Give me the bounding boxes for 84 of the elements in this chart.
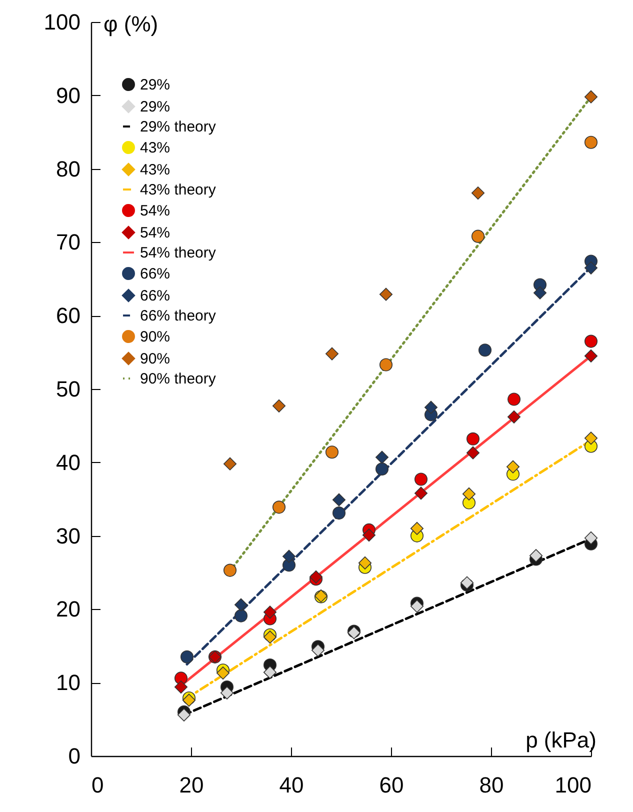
point: [234, 598, 248, 612]
point: [410, 522, 424, 535]
point: [584, 261, 598, 274]
point: [379, 358, 393, 372]
x-tick-label: 40: [279, 772, 304, 798]
point: [379, 288, 393, 301]
legend-label: 54%: [140, 202, 170, 220]
point: [506, 460, 520, 474]
x-tick-label: 60: [379, 772, 404, 798]
point: [424, 400, 438, 414]
point: [362, 528, 376, 542]
y-tick-label: 0: [68, 744, 80, 768]
point: [466, 446, 480, 460]
y-tick-label: 50: [56, 376, 80, 402]
point: [478, 344, 492, 357]
point: [177, 708, 191, 722]
legend-label: 43%: [140, 162, 170, 178]
point: [584, 136, 598, 149]
point: [272, 500, 286, 514]
legend-label: 90% theory: [140, 370, 216, 388]
point: [584, 349, 598, 362]
point: [332, 506, 346, 520]
point: [311, 644, 325, 657]
point: [507, 392, 521, 406]
x-tick-label: 20: [179, 772, 204, 798]
point: [507, 410, 521, 424]
legend-label: 29%: [140, 76, 170, 94]
point: [220, 686, 234, 700]
point: [375, 462, 389, 476]
legend-label: 54% theory: [140, 244, 216, 262]
legend-label: 29% theory: [140, 118, 216, 136]
point: [272, 399, 286, 412]
point: [410, 600, 424, 613]
y-tick-label: 70: [56, 230, 80, 255]
point: [584, 90, 598, 104]
point: [174, 680, 188, 694]
point: [529, 549, 543, 562]
point: [325, 446, 339, 459]
y-tick-label: 100: [44, 10, 80, 34]
y-tick-label: 60: [56, 303, 80, 328]
point: [358, 556, 372, 570]
legend-label: 66% theory: [140, 308, 216, 324]
point: [263, 666, 277, 679]
y-tick-label: 30: [56, 523, 80, 548]
y-tick-label: 90: [56, 82, 80, 108]
point: [234, 609, 248, 622]
point: [471, 230, 485, 243]
point: [216, 666, 230, 680]
point: [263, 606, 277, 619]
legend-label: 66%: [140, 288, 170, 304]
x-tick-label: 0: [92, 772, 104, 798]
point: [223, 457, 237, 470]
point: [466, 432, 480, 446]
point: [282, 550, 296, 563]
y-tick-label: 80: [56, 156, 80, 182]
x-tick-label: 100: [554, 772, 592, 798]
x-tick-label: 80: [479, 772, 504, 798]
legend-label: 54%: [140, 224, 170, 242]
y-tick-label: 40: [56, 450, 80, 475]
point: [223, 564, 237, 577]
point: [584, 531, 598, 545]
point: [325, 347, 339, 360]
point: [462, 487, 476, 500]
point: [584, 432, 598, 445]
point: [471, 186, 485, 200]
legend-label: 90%: [140, 328, 170, 346]
point: [414, 472, 428, 486]
legend-label: 43%: [140, 140, 170, 156]
point: [584, 334, 598, 348]
point: [309, 570, 323, 584]
point: [533, 286, 547, 300]
point: [375, 450, 389, 464]
legend-label: 29%: [140, 98, 170, 116]
legend-label: 90%: [140, 350, 170, 368]
point: [332, 493, 346, 506]
x-axis-title: p (kPa): [526, 728, 596, 752]
legend-label: 66%: [140, 266, 170, 282]
point: [414, 486, 428, 500]
y-tick-label: 20: [56, 596, 80, 622]
point: [180, 650, 194, 664]
point: [263, 630, 277, 644]
legend-label: 43% theory: [140, 182, 216, 198]
y-axis-title: φ (%): [104, 12, 158, 36]
y-tick-label: 10: [56, 670, 80, 696]
